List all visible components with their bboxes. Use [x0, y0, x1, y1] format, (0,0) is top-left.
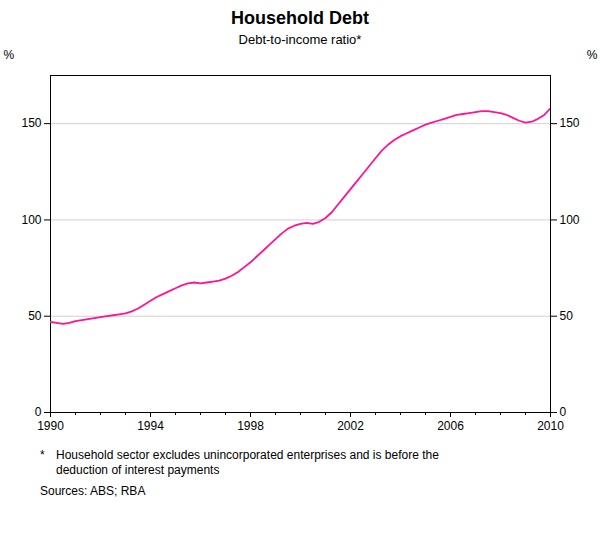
svg-text:%: % — [587, 48, 598, 62]
html-text:Household sector excludes unin: Household sector excludes unincorporated… — [56, 448, 439, 462]
svg-text:%: % — [4, 48, 15, 62]
svg-text:0: 0 — [35, 405, 42, 419]
svg-text:0: 0 — [560, 405, 567, 419]
html-text:Sources: ABS; RBA: Sources: ABS; RBA — [40, 484, 146, 498]
svg-text:150: 150 — [560, 116, 580, 130]
svg-text:100: 100 — [560, 213, 580, 227]
svg-text:150: 150 — [21, 116, 41, 130]
html-text:Household Debt: Household Debt — [231, 8, 369, 28]
svg-text:2002: 2002 — [337, 419, 364, 433]
svg-text:50: 50 — [560, 309, 574, 323]
html-text:Debt-to-income ratio*: Debt-to-income ratio* — [238, 32, 362, 47]
svg-text:1998: 1998 — [237, 419, 264, 433]
html-text:deduction of interest payments: deduction of interest payments — [56, 463, 220, 477]
svg-text:2006: 2006 — [437, 419, 464, 433]
svg-text:1990: 1990 — [37, 419, 64, 433]
svg-text:1994: 1994 — [137, 419, 164, 433]
svg-text:50: 50 — [28, 309, 42, 323]
svg-text:2010: 2010 — [537, 419, 564, 433]
svg-text:100: 100 — [21, 213, 41, 227]
